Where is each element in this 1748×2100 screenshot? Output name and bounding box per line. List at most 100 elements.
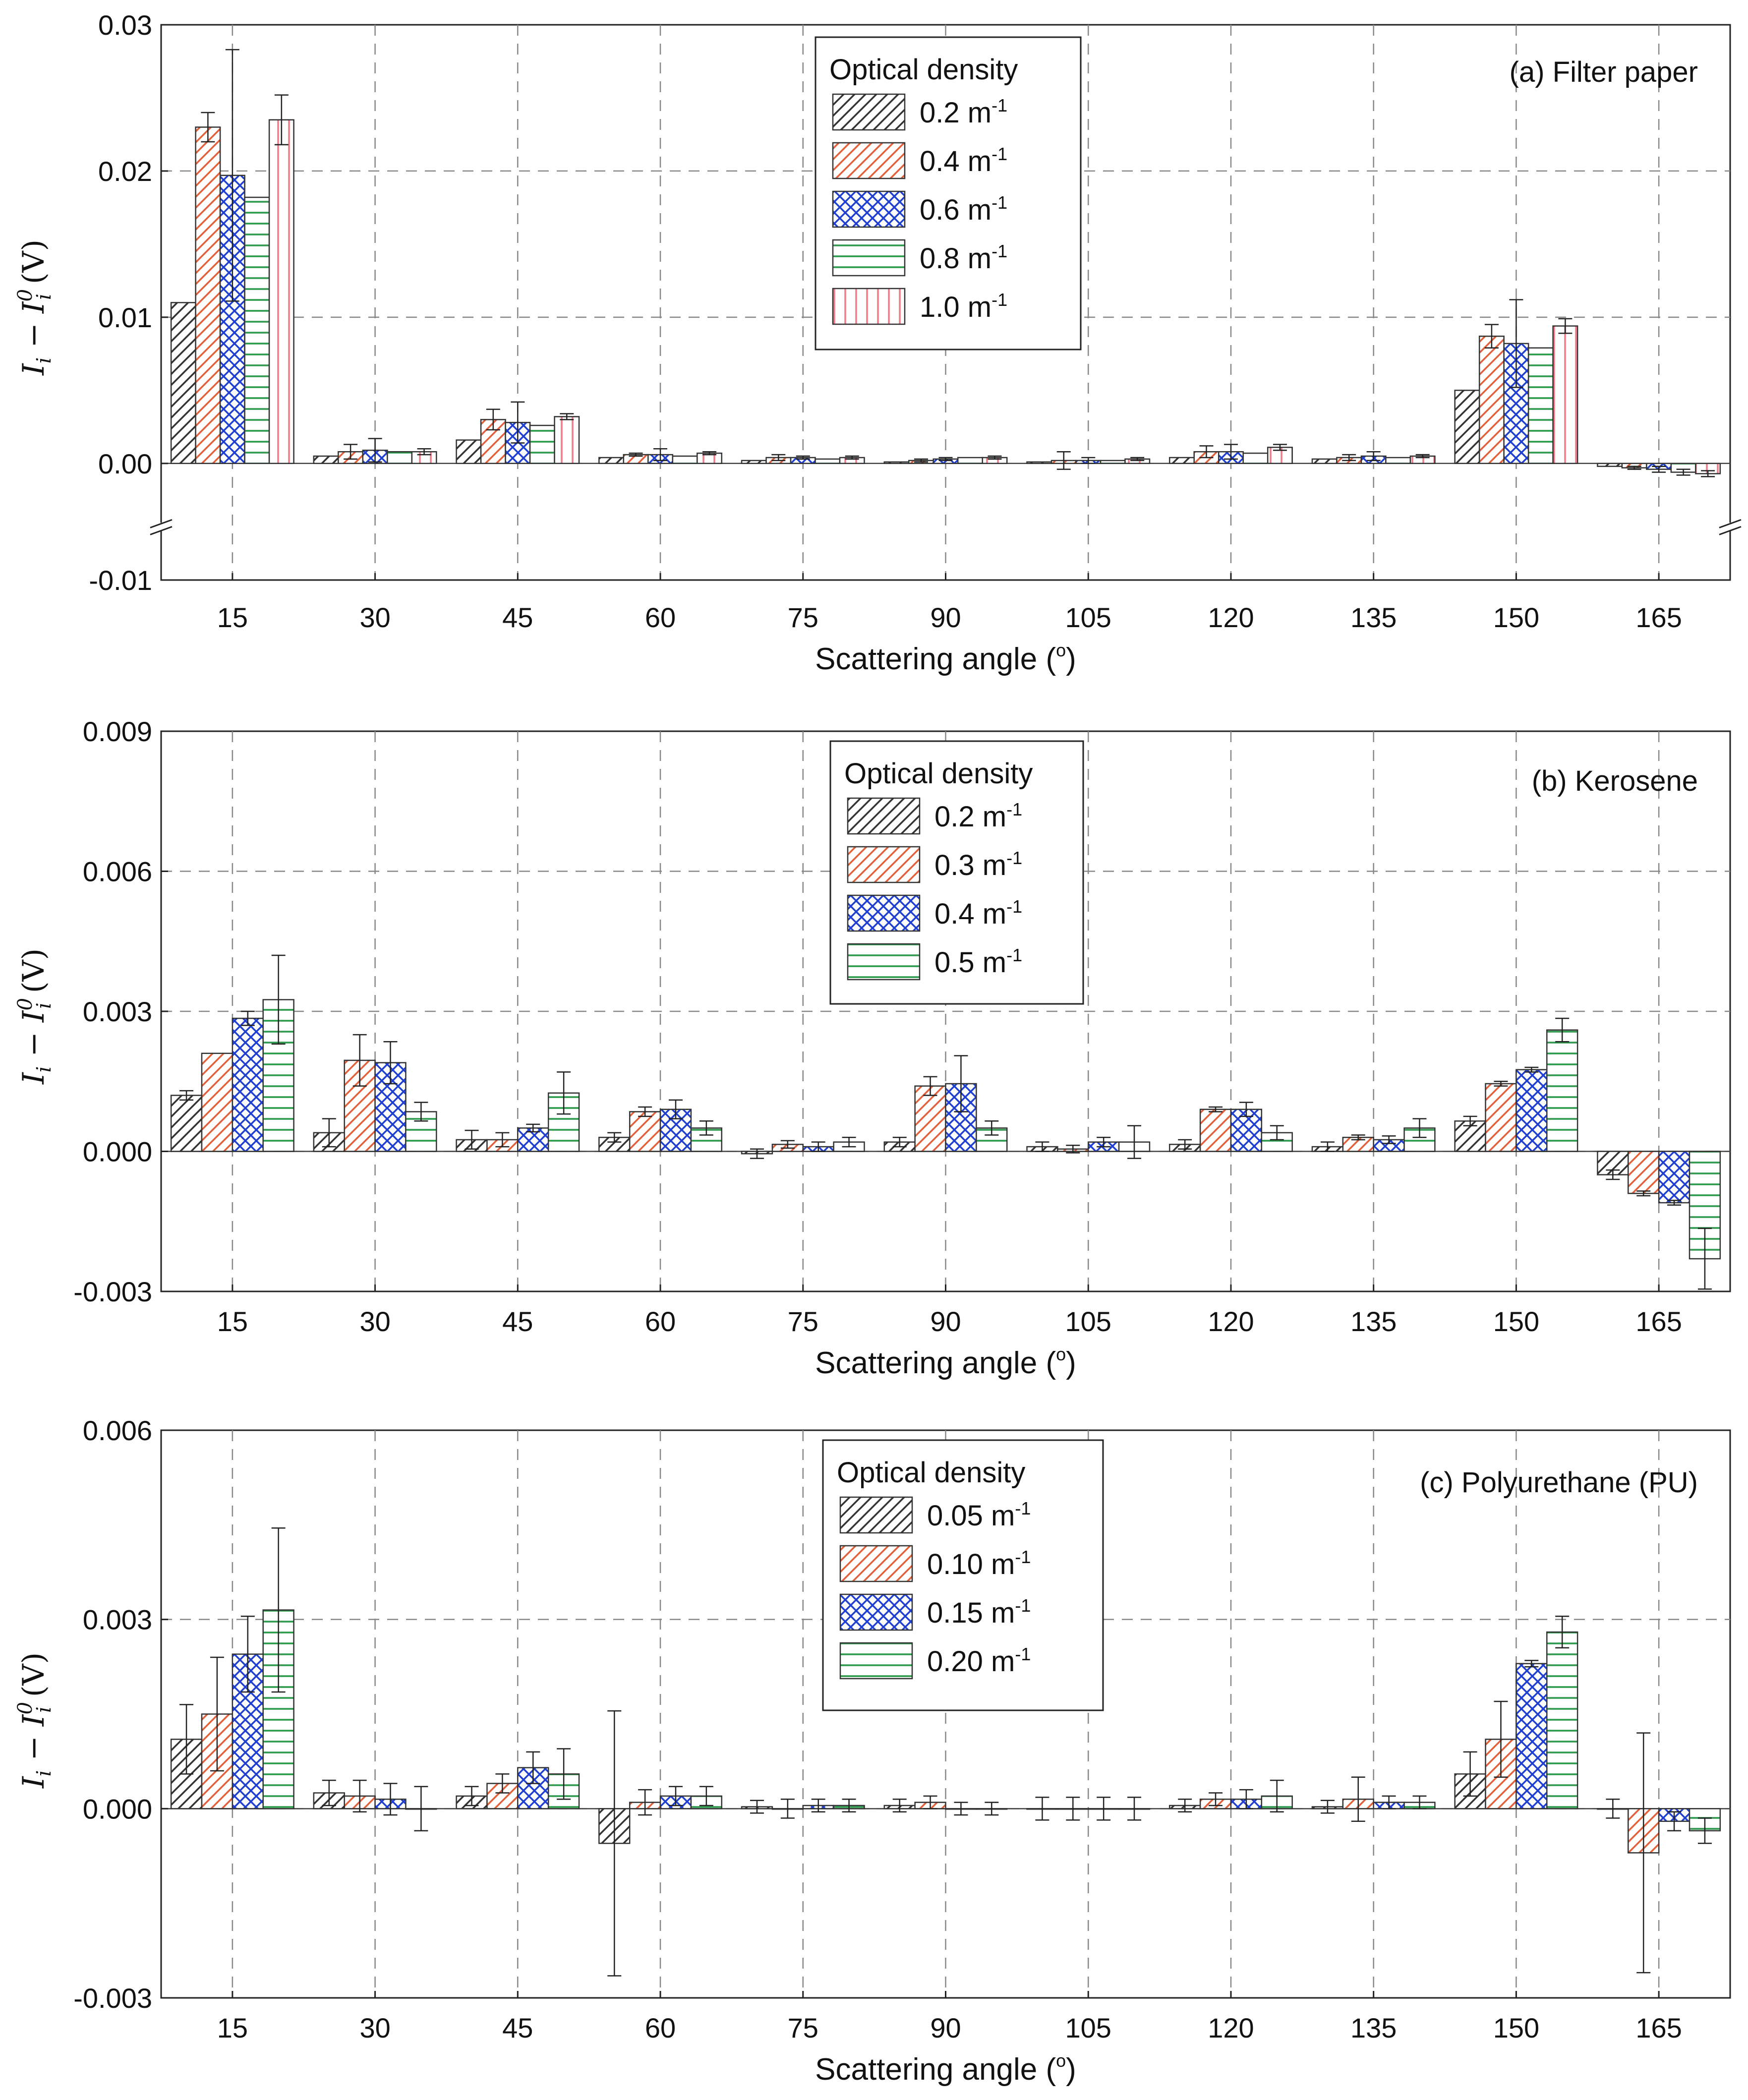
- y-tick-label: -0.003: [73, 1276, 152, 1307]
- x-tick-label: 90: [930, 1306, 961, 1337]
- x-tick-label: 15: [217, 1306, 248, 1337]
- x-tick-label: 135: [1350, 1306, 1397, 1337]
- legend-entry-unit: m: [975, 898, 1006, 930]
- y-tick-label: 0.000: [83, 1793, 152, 1824]
- x-tick-label: 120: [1208, 2012, 1254, 2043]
- bar: [1242, 452, 1269, 465]
- y-axis-title-unit: (V): [16, 1652, 51, 1706]
- bar: [268, 119, 294, 465]
- y-axis-title: Ii − I0i (V): [14, 239, 56, 376]
- y-tick-label: 0.006: [83, 1415, 152, 1446]
- bar: [883, 461, 910, 465]
- x-tick-label: 135: [1350, 602, 1397, 633]
- legend-entry-unit: m: [975, 849, 1006, 881]
- legend-entry-value: 0.15: [927, 1597, 983, 1629]
- legend-entry-unit-sup: -1: [1015, 1644, 1031, 1664]
- y-axis-title-sub2: i: [33, 1706, 56, 1713]
- y-axis-title-sub2: i: [33, 293, 56, 300]
- legend-entry-unit-sup: -1: [1006, 896, 1022, 917]
- y-axis-title-sub: i: [33, 357, 56, 364]
- legend-entry-value: 0.6: [920, 194, 960, 226]
- legend-entry-value: 1.0: [920, 291, 960, 323]
- legend-entry-value: 0.10: [927, 1548, 983, 1580]
- x-tick-label: 165: [1635, 1306, 1682, 1337]
- legend-swatch: [839, 1496, 913, 1534]
- y-axis-title-sub2: i: [33, 1002, 56, 1009]
- legend-swatch: [839, 1593, 913, 1631]
- x-axis-title: Scattering angle (o): [815, 640, 1076, 676]
- y-axis-title-unit: (V): [16, 948, 51, 1002]
- x-axis-title-text: Scattering angle (: [815, 642, 1056, 676]
- y-axis-title-sup: 0: [14, 998, 37, 1010]
- legend-swatch: [847, 943, 921, 981]
- x-tick-label: 165: [1635, 602, 1682, 633]
- x-tick-label: 60: [645, 1306, 676, 1337]
- y-axis-title-sup: 0: [14, 1702, 37, 1714]
- x-axis-title-close: ): [1066, 2052, 1076, 2087]
- legend-swatch: [847, 894, 921, 932]
- legend-swatch: [832, 288, 906, 325]
- y-axis-title-minus: − I: [16, 1714, 51, 1770]
- bar: [1628, 1151, 1660, 1194]
- y-axis-title-sup: 0: [14, 289, 37, 301]
- bar: [170, 1095, 203, 1152]
- x-tick-label: 45: [502, 2012, 533, 2043]
- bar: [244, 196, 270, 465]
- x-tick-label: 45: [502, 1306, 533, 1337]
- bar: [1403, 1127, 1436, 1152]
- bar: [1026, 461, 1052, 465]
- bar: [1454, 390, 1480, 465]
- bar: [1658, 1151, 1690, 1204]
- legend-entry-unit: m: [960, 97, 991, 129]
- panel-label: (a) Filter paper: [1510, 56, 1698, 88]
- x-tick-label: 135: [1350, 2012, 1397, 2043]
- x-tick-label: 90: [930, 602, 961, 633]
- y-tick-label: -0.01: [89, 565, 152, 596]
- legend-entry-value: 0.2: [920, 97, 960, 129]
- bar: [815, 458, 841, 465]
- bar: [629, 1111, 661, 1152]
- bar: [598, 457, 625, 465]
- x-tick-label: 165: [1635, 2012, 1682, 2043]
- legend-entry-unit-sup: -1: [1006, 848, 1022, 868]
- bar: [1100, 460, 1126, 465]
- bar: [1515, 1069, 1548, 1152]
- legend-entry-unit: m: [983, 1548, 1015, 1580]
- legend-swatch: [832, 93, 906, 131]
- legend-entry: 0.10 m-1: [927, 1547, 1031, 1580]
- legend-swatch: [839, 1642, 913, 1680]
- legend-entry-unit: m: [975, 946, 1006, 979]
- x-tick-label: 75: [788, 602, 818, 633]
- x-tick-label: 105: [1065, 602, 1111, 633]
- bar: [1385, 457, 1411, 465]
- legend-entry-unit-sup: -1: [991, 144, 1007, 164]
- legend-entry: 0.05 m-1: [927, 1498, 1031, 1532]
- axis-break-mark: [1719, 525, 1742, 535]
- bar: [1552, 325, 1578, 465]
- legend-entry: 0.5 m-1: [934, 945, 1022, 979]
- bar: [1527, 347, 1554, 465]
- axis-break-mark: [150, 519, 173, 528]
- legend-entry-unit: m: [983, 1645, 1015, 1678]
- y-tick-label: 0.02: [98, 156, 152, 187]
- y-axis-title: Ii − I0i (V): [14, 1652, 56, 1789]
- x-tick-label: 90: [930, 2012, 961, 2043]
- chart-panel-c: -0.003 0.000 0.003 0.006 15 30 45 60 75 90 105 120 1…: [14, 1415, 1731, 2087]
- legend-entry-unit: m: [960, 291, 991, 323]
- legend-title: Optical density: [837, 1457, 1025, 1489]
- x-tick-label: 45: [502, 602, 533, 633]
- bar: [201, 1052, 233, 1152]
- y-tick-label: 0.01: [98, 302, 152, 333]
- bar: [672, 455, 698, 465]
- y-axis-title-sub: i: [33, 1066, 56, 1073]
- legend-entry-unit-sup: -1: [991, 95, 1007, 116]
- legend-entry: 0.20 m-1: [927, 1644, 1031, 1678]
- x-tick-label: 105: [1065, 1306, 1111, 1337]
- y-axis-title-minus: − I: [16, 1010, 51, 1066]
- x-tick-label: 60: [645, 2012, 676, 2043]
- bar: [195, 126, 221, 465]
- x-tick-label: 150: [1493, 2012, 1539, 2043]
- bar: [1478, 335, 1505, 465]
- legend-entry-unit-sup: -1: [1015, 1547, 1031, 1567]
- y-tick-label: 0.006: [83, 856, 152, 887]
